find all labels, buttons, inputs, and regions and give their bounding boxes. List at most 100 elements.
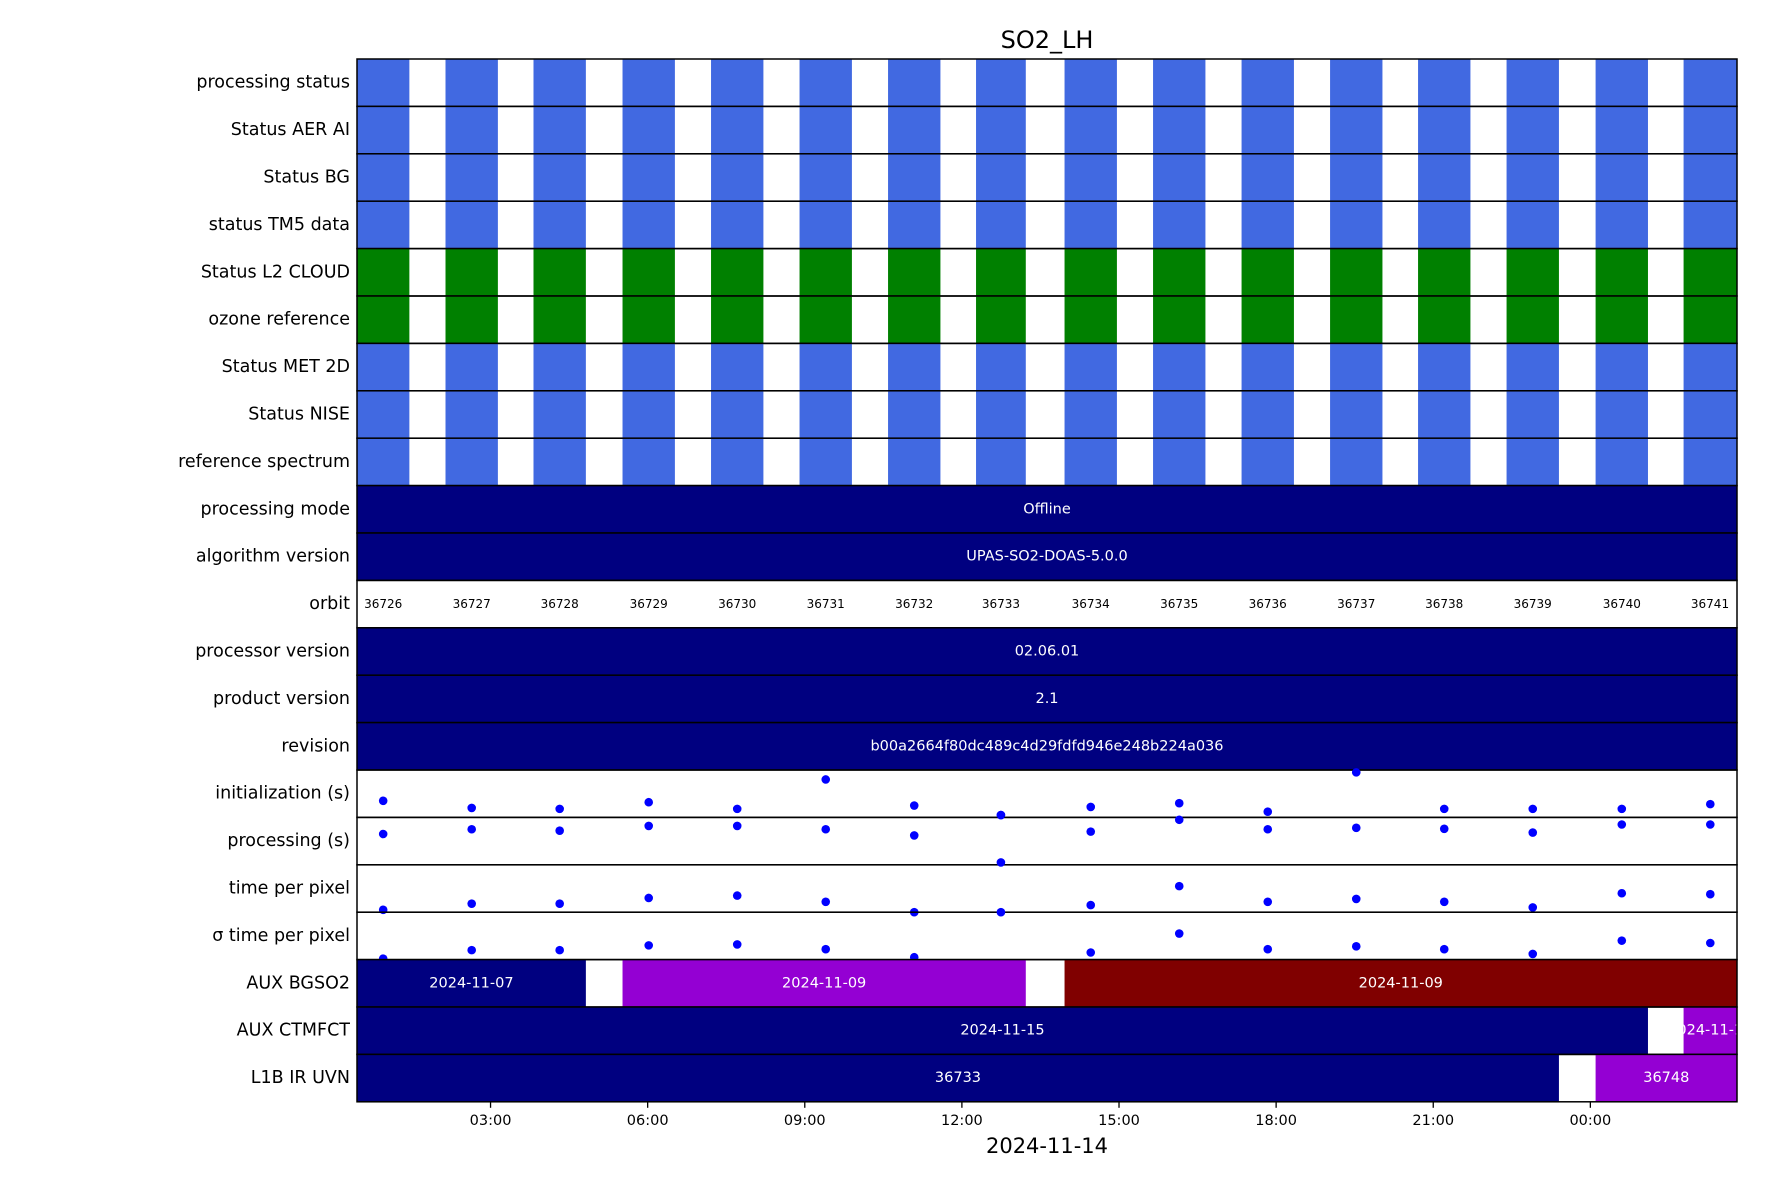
status-block [1330,248,1383,296]
scatter-point [909,801,919,810]
status-block [888,106,941,154]
span-bar [357,485,1737,533]
status-block [799,296,852,344]
status-block [711,438,764,486]
status-block [1683,438,1737,486]
scatter-point [1086,802,1096,812]
row-label: AUX BGSO2 [246,973,350,993]
row-label: ozone reference [208,310,350,330]
scatter-point [1351,768,1361,777]
status-block [888,153,941,202]
status-block [1418,201,1471,249]
status-block [976,438,1026,486]
status-block [533,390,586,439]
status-block [1506,296,1559,344]
status-block [799,390,852,439]
status-block [357,390,410,439]
scatter-point [996,858,1006,867]
row-label: σ time per pixel [212,926,350,946]
row-label: Status MET 2D [222,357,350,377]
status-block [888,248,941,296]
x-tick-label: 12:00 [941,1113,983,1129]
status-block [1330,343,1383,391]
scatter-point [378,796,388,806]
scatter-point [467,945,476,955]
scatter-point [1705,820,1715,829]
scatter-point [1086,948,1096,957]
status-block [1506,153,1559,202]
status-block [711,106,764,154]
status-block [357,201,410,249]
status-block [1330,153,1383,202]
status-block [1418,343,1471,391]
status-block [445,343,498,391]
scatter-point [821,944,831,954]
span-bar [357,675,1737,723]
status-block [1418,248,1471,296]
scatter-point [1439,897,1449,907]
scatter-point [1439,824,1449,834]
row-label: revision [281,736,350,756]
scatter-point [1528,949,1538,959]
scatter-point [821,824,831,834]
status-block [1330,106,1383,154]
status-block [976,201,1026,249]
span-bar-label: b00a2664f80dc489c4d29fdfd946e248b224a036 [870,738,1223,754]
scatter-point [555,804,564,814]
orbit-number: 36729 [630,597,668,611]
x-tick-label: 00:00 [1569,1113,1611,1129]
row-label: processing (s) [227,831,350,851]
status-block [1153,390,1206,439]
aux-segment [357,959,586,1007]
status-block [799,438,852,486]
status-block [1418,59,1471,107]
status-block [1153,201,1206,249]
status-block [1241,296,1294,344]
scatter-point [1263,897,1273,907]
orbit-number: 36738 [1425,597,1463,611]
status-block [799,201,852,249]
status-block [888,390,941,439]
row-label: Status NISE [248,405,350,425]
row-frame [356,816,1738,866]
status-block [976,248,1026,296]
scatter-point [1439,804,1449,814]
status-block [1153,248,1206,296]
orbit-number: 36741 [1691,597,1729,611]
plot-area: processing status Status AER AI Status BG s… [178,58,1738,1129]
status-block [1595,106,1648,154]
status-block [445,201,498,249]
status-block [533,343,586,391]
status-block [622,296,675,344]
row-label: Status BG [263,168,350,188]
status-block [445,296,498,344]
scatter-point [1174,798,1184,808]
status-block [1064,201,1117,249]
row-label: product version [213,689,350,709]
status-block [799,59,852,107]
status-block [622,248,675,296]
status-block [357,343,410,391]
status-block [1330,296,1383,344]
orbit-number: 36737 [1337,597,1375,611]
scatter-point [1528,903,1538,912]
status-block [1064,343,1117,391]
status-block [1418,153,1471,202]
status-block [711,59,764,107]
status-block [1595,153,1648,202]
scatter-point [996,907,1006,917]
status-block [533,201,586,249]
scatter-point [1528,828,1538,837]
scatter-point [644,941,654,950]
aux-segment-label: 2024-11-09 [782,975,866,991]
row-label: Status AER AI [231,120,350,140]
status-block [1683,248,1737,296]
status-block [1683,343,1737,391]
status-block [445,153,498,202]
status-block [1506,438,1559,486]
scatter-point [555,826,564,835]
status-block [799,343,852,391]
status-block [1064,390,1117,439]
status-block [1153,343,1206,391]
status-block [1153,59,1206,107]
